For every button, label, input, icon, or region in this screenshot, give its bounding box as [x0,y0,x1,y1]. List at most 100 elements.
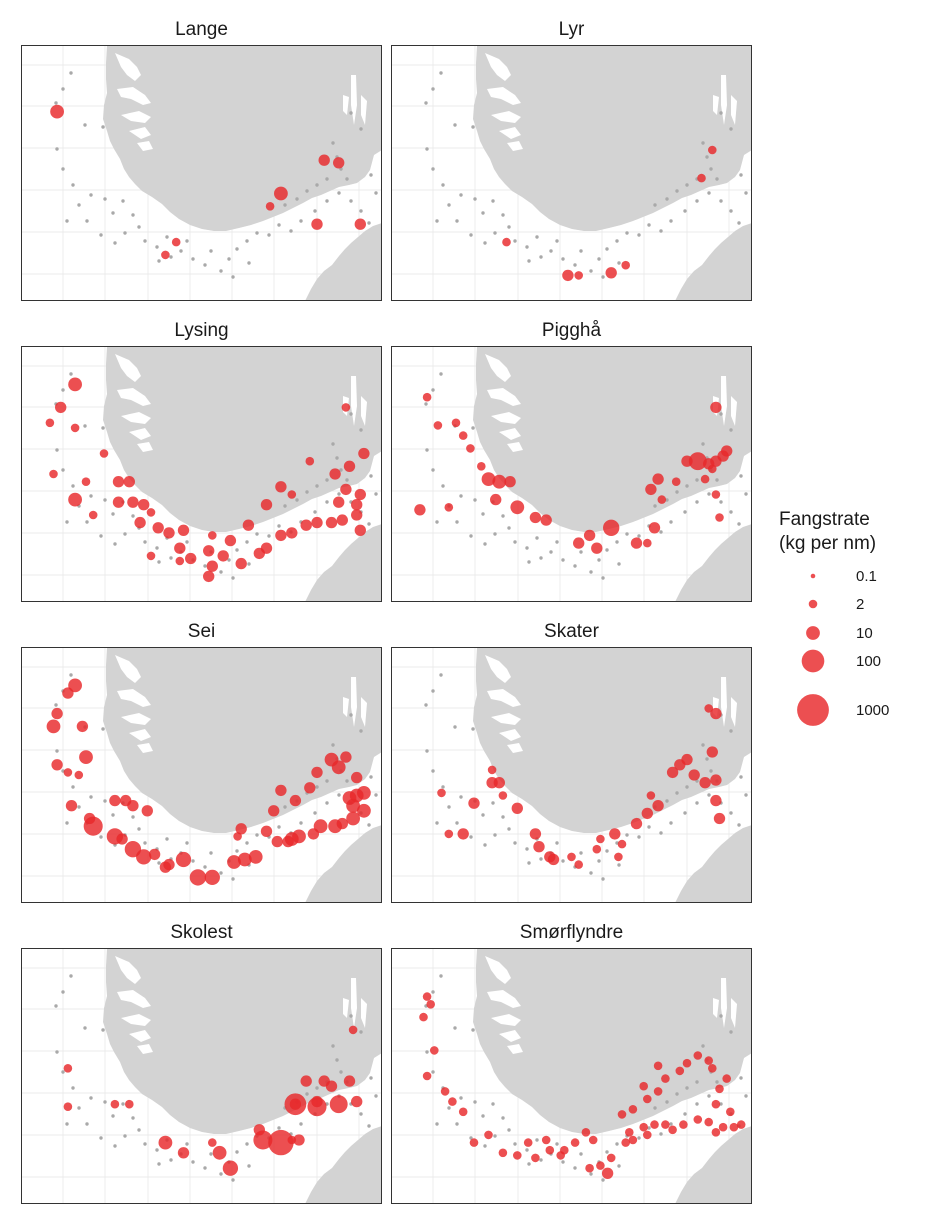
catch-point-piggha [540,514,552,526]
panel-title-lyr: Lyr [559,19,585,40]
catch-point-lysing [275,481,287,493]
catch-point-sei [235,823,247,835]
catch-point-smorflyndre [704,1056,713,1065]
catch-point-smorflyndre [704,1117,713,1127]
catch-point-skater [614,852,623,862]
catch-point-smorflyndre [440,1087,450,1096]
legend-symbol-10 [806,626,820,640]
catch-point-skolest [284,1093,307,1116]
catch-point-lyr [605,267,617,279]
catch-point-sei [148,848,161,861]
catch-point-skater [646,791,656,800]
catch-point-lysing [99,449,109,458]
catch-point-smorflyndre [523,1138,533,1147]
catch-point-lysing [203,545,215,557]
catch-point-lysing [325,516,338,529]
panel-title-piggha: Pigghå [542,320,602,341]
catch-point-skater [457,828,469,840]
catch-point-piggha [657,495,667,504]
catch-point-skolest [158,1135,173,1150]
legend: Fangstrate (kg per nm) 0.1 2 10 100 1000 [779,509,889,726]
panel-skater: Skater [391,621,752,903]
catch-point-lysing [112,496,125,508]
catch-point-smorflyndre [711,1128,721,1137]
catch-point-piggha [451,418,461,428]
catch-point-smorflyndre [426,1000,435,1009]
catch-point-lysing [163,527,175,539]
catch-point-lysing [68,377,82,392]
catch-point-lysing [217,550,229,562]
catch-point-sei [248,850,263,864]
legend-title-line1: Fangstrate [779,509,870,530]
catch-point-skolest [110,1099,120,1109]
catch-point-smorflyndre [430,1046,439,1055]
catch-point-sei [163,858,175,871]
catch-point-lange [333,157,345,169]
panel-border [21,45,382,301]
catch-point-skater [592,844,602,854]
panel-sei: Sei [21,621,382,903]
catch-point-skater [710,774,722,786]
catch-point-sei [62,687,74,699]
catch-point-smorflyndre [469,1138,479,1147]
catch-point-sei [175,851,192,868]
catch-point-piggha [510,500,525,515]
catch-point-smorflyndre [661,1074,670,1083]
catch-point-smorflyndre [668,1125,677,1135]
catch-point-skolest [268,1129,294,1156]
catch-point-lysing [305,456,315,466]
legend-label-0-1: 0.1 [856,568,877,585]
catch-point-smorflyndre [729,1122,739,1132]
catch-point-skater [710,707,722,720]
catch-point-lysing [175,556,185,566]
catch-point-piggha [645,483,657,496]
catch-point-lysing [354,524,366,536]
catch-point-lysing [152,522,164,534]
catch-point-skolest [348,1025,358,1035]
panel-lyr: Lyr [391,19,752,301]
catch-point-smorflyndre [531,1153,540,1163]
catch-point-piggha [710,401,722,414]
catch-point-sei [346,811,360,826]
panel-title-skater: Skater [544,621,600,642]
catch-point-skolest [63,1064,73,1073]
catch-point-sei [65,800,78,812]
catch-point-smorflyndre [661,1120,670,1129]
catch-point-skolest [329,1095,348,1114]
catch-point-sei [46,719,61,734]
catch-point-piggha [671,477,681,486]
catch-point-lysing [146,508,156,517]
catch-point-skater [652,800,664,812]
catch-point-smorflyndre [639,1122,648,1132]
catch-point-smorflyndre [693,1051,703,1060]
catch-point-sei [141,805,153,817]
catch-point-lysing [112,476,125,488]
catch-point-piggha [652,473,664,485]
catch-point-sei [51,759,63,771]
catch-point-skolest [343,1075,356,1087]
catch-point-skater [444,829,454,839]
catch-point-lange [161,250,170,260]
catch-point-skater [596,834,605,844]
catch-point-lysing [287,490,297,499]
catch-point-sei [83,816,103,836]
catch-point-sei [275,784,287,797]
catch-point-skater [699,777,711,789]
catch-point-lysing [235,557,247,570]
catch-point-sei [313,819,328,834]
catch-point-lysing [224,534,237,547]
catch-point-smorflyndre [581,1128,591,1137]
catch-point-lysing [242,519,255,531]
legend-symbol-1000 [797,694,829,726]
legend-label-10: 10 [856,625,873,642]
catch-point-lysing [206,560,218,572]
catch-point-piggha [591,542,603,554]
map-panels: Lange Lyr Lysing Pigghå Sei Skater Skolest Smør… [21,19,752,1204]
catch-point-skater [498,791,508,800]
catch-point-skolest [293,1134,305,1146]
panel-piggha: Pigghå [391,320,752,602]
catch-point-skater [706,746,718,758]
catch-point-skater [713,812,726,825]
catch-point-lyr [562,269,574,282]
catch-point-sei [127,800,139,812]
